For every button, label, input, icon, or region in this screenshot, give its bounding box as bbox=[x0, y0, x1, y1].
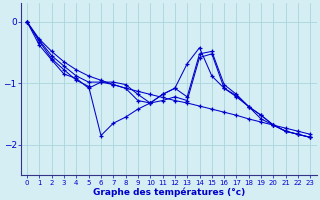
X-axis label: Graphe des températures (°c): Graphe des températures (°c) bbox=[92, 187, 245, 197]
